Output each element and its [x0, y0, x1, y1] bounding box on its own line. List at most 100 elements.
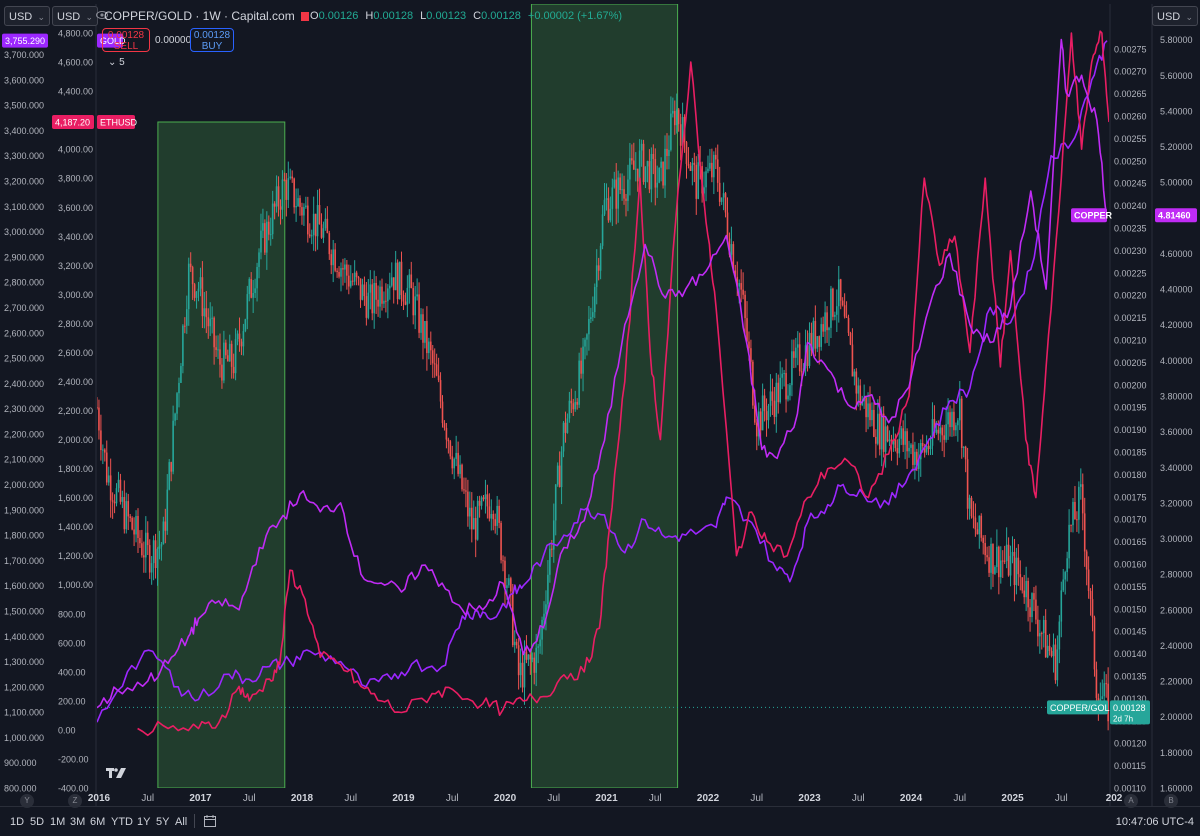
high-label: H [365, 10, 374, 22]
candle-body [865, 397, 867, 418]
eye-icon[interactable] [96, 10, 108, 20]
candle-body [543, 613, 545, 620]
candle-body [681, 117, 684, 146]
candle-body [806, 345, 809, 366]
axis-letter-z[interactable]: Z [68, 794, 82, 808]
ethusd-tick-label: 800.00 [58, 609, 86, 619]
indicators-toggle[interactable]: ⌄ 5 [108, 57, 125, 68]
candle-body [429, 341, 432, 351]
candle-body [1048, 645, 1051, 651]
candle-body [984, 543, 986, 556]
candle-body [771, 391, 774, 401]
candle-body [385, 300, 387, 302]
time-tick-label: 2021 [595, 793, 618, 804]
axis-letter-b[interactable]: B [1164, 794, 1178, 808]
candle-body [896, 448, 899, 454]
candle-body [839, 279, 842, 301]
candle-body [457, 452, 459, 474]
timeframe-5d[interactable]: 5D [30, 816, 45, 828]
candle-body [164, 521, 167, 531]
ethusd-tick-label: 4,800.00 [58, 29, 93, 39]
sell-button[interactable]: 0.00128 SELL [102, 28, 150, 52]
candle-body [478, 500, 481, 506]
timeframe-all[interactable]: All [175, 816, 188, 828]
symbol-title[interactable]: COPPER/GOLD · 1W · Capital.com [104, 9, 317, 23]
mid-currency-select[interactable]: USD ⌄ [52, 6, 98, 26]
gold-tick-label: 1,600.000 [4, 581, 44, 591]
chevron-down-icon: ⌄ [1185, 12, 1193, 22]
candle-body [933, 419, 936, 433]
candle-body [451, 456, 454, 469]
timeframe-1m[interactable]: 1M [50, 816, 66, 828]
candle-body [631, 158, 633, 161]
candle-body [406, 287, 409, 305]
timeframe-ytd[interactable]: YTD [111, 816, 133, 828]
calendar-range-icon[interactable] [203, 814, 217, 828]
candle-body [211, 317, 213, 319]
open-value: 0.00126 [318, 10, 359, 22]
timeframe-1y[interactable]: 1Y [137, 816, 151, 828]
candle-body [461, 464, 463, 490]
candle-body [349, 280, 352, 287]
timeframe-3m[interactable]: 3M [70, 816, 86, 828]
candle-body [470, 507, 473, 530]
candle-body [917, 459, 920, 469]
time-tick-label: 2016 [88, 793, 111, 804]
candle-body [644, 166, 647, 182]
gold-tick-label: 1,400.000 [4, 632, 44, 642]
candle-body [943, 435, 945, 440]
right-currency-select[interactable]: USD ⌄ [1152, 6, 1198, 26]
candle-body [988, 557, 990, 573]
candle-body [383, 300, 385, 304]
candle-body [143, 555, 145, 558]
candle-body [945, 424, 947, 440]
candle-body [414, 296, 416, 316]
candle-body [285, 179, 288, 200]
candle-body [1089, 590, 1092, 600]
high-value: 0.00128 [373, 10, 414, 22]
left-currency-label: USD [9, 11, 33, 23]
timeframe-5y[interactable]: 5Y [156, 816, 170, 828]
candle-body [363, 284, 366, 297]
candle-body [1072, 501, 1074, 526]
candle-body [416, 294, 418, 297]
candle-body [904, 431, 906, 445]
timeframe-6m[interactable]: 6M [90, 816, 106, 828]
candle-body [437, 375, 440, 381]
candle-body [156, 548, 159, 569]
left-currency-select[interactable]: USD ⌄ [4, 6, 50, 26]
buy-button[interactable]: 0.00128 BUY [190, 28, 234, 52]
copper_gold-tick-label: 0.00225 [1114, 268, 1147, 278]
candle-body [236, 333, 239, 340]
ethusd-last-value: 4,187.20 [55, 118, 90, 128]
candle-body [355, 272, 358, 278]
candle-body [197, 288, 200, 292]
candle-body [586, 334, 588, 340]
ethusd-tick-label: 0.00 [58, 725, 76, 735]
candle-body [558, 465, 561, 488]
candle-body [1040, 633, 1043, 635]
low-value: 0.00123 [426, 10, 467, 22]
candle-body [832, 288, 834, 317]
copper_gold-tick-label: 0.00210 [1114, 336, 1147, 346]
open-label: O [310, 10, 319, 22]
candle-body [668, 149, 670, 157]
candle-body [1005, 544, 1008, 562]
candle-body [279, 206, 282, 210]
axis-letter-a[interactable]: A [1124, 794, 1138, 808]
axis-letter-y[interactable]: Y [20, 794, 34, 808]
candle-body [443, 423, 446, 428]
candle-body [453, 458, 456, 469]
copper-tick-label: 5.00000 [1160, 178, 1193, 188]
copper-last-value-bg [1155, 208, 1197, 223]
candle-body [1003, 560, 1006, 562]
candle-body [447, 439, 450, 442]
indicator-count: 5 [119, 57, 125, 68]
timeframe-1d[interactable]: 1D [10, 816, 25, 828]
copper-gold-countdown: 2d 7h [1113, 714, 1133, 723]
candle-body [100, 430, 102, 451]
low-label: L [420, 10, 427, 22]
candle-body [759, 411, 762, 431]
gold-tick-label: 2,000.000 [4, 480, 44, 490]
